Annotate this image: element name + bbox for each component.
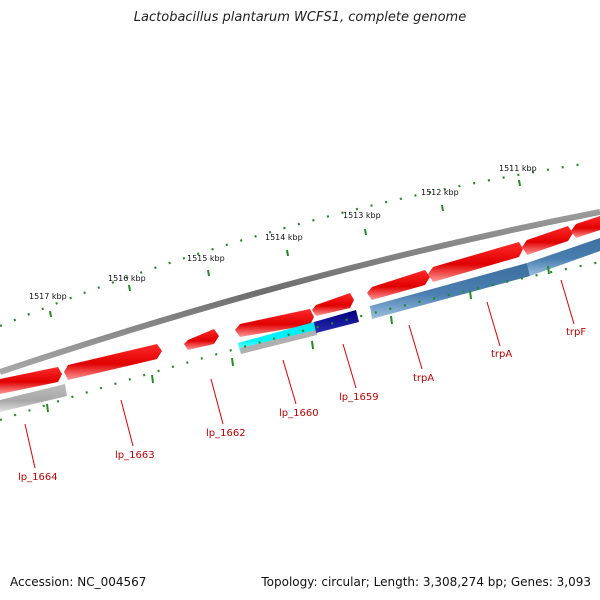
kbp-label: 1515 kbp [187, 254, 225, 263]
major-tick [364, 228, 367, 236]
label-leaders [24, 279, 575, 469]
gene-arrow-lp_1664[interactable] [0, 367, 62, 394]
major-tick [390, 315, 393, 325]
major-tick [46, 403, 49, 413]
gene-arrow-lp_1660[interactable] [235, 309, 314, 337]
kbp-label: 1513 kbp [343, 211, 381, 220]
gene-label-trpA[interactable]: trpA [413, 373, 434, 384]
kbp-labels: 1517 kbp 1516 kbp 1515 kbp 1514 kbp 1513… [29, 164, 537, 301]
major-tick [311, 340, 314, 350]
genome-summary-text: Topology: circular; Length: 3,308,274 bp… [261, 575, 591, 589]
major-tick [518, 179, 521, 187]
leader-line [560, 279, 575, 325]
gene-arrow-trpA[interactable] [367, 270, 430, 300]
leader-line [282, 359, 297, 405]
feature-navy-lp_1659[interactable] [314, 310, 359, 333]
feature-blue-trpA[interactable] [370, 263, 530, 319]
major-tick [469, 290, 472, 300]
reverse-strand-features [0, 238, 600, 412]
gene-label-trpF[interactable]: trpF [566, 327, 586, 338]
leader-line [24, 423, 36, 469]
leader-line [120, 399, 134, 447]
major-tick [49, 310, 52, 318]
leader-line [210, 378, 224, 425]
major-tick [231, 357, 234, 367]
major-tick [128, 284, 131, 292]
accession-text: Accession: NC_004567 [10, 575, 147, 589]
gene-labels: lp_1664 lp_1663 lp_1662 lp_1660 lp_1659 … [18, 327, 586, 483]
major-tick [207, 269, 210, 277]
kbp-label: 1517 kbp [29, 292, 67, 301]
major-tick [547, 265, 550, 275]
kbp-label: 1512 kbp [421, 188, 459, 197]
kbp-label: 1514 kbp [265, 233, 303, 242]
gene-arrow-lp_1662[interactable] [184, 329, 219, 350]
gene-arrow-trpF[interactable] [522, 226, 573, 255]
feature-blue-trpF[interactable] [527, 238, 600, 276]
major-tick [441, 204, 444, 212]
gene-arrow-trpA-2[interactable] [428, 242, 523, 282]
genome-backbone [0, 209, 600, 375]
kbp-label: 1511 kbp [499, 164, 537, 173]
major-tick [151, 374, 154, 384]
forward-strand-genes [0, 216, 600, 394]
gene-label-trpA-2[interactable]: trpA [491, 349, 512, 360]
major-tick [286, 249, 289, 257]
kbp-label: 1516 kbp [108, 274, 146, 283]
feature-grey-lp_1660[interactable] [240, 330, 317, 354]
gene-label-lp_1660[interactable]: lp_1660 [279, 408, 319, 419]
leader-line [408, 324, 423, 370]
gene-label-lp_1659[interactable]: lp_1659 [339, 392, 379, 403]
inner-tick-ruler [0, 260, 600, 422]
leader-line [486, 301, 501, 347]
gene-arrow-lp_1663[interactable] [64, 344, 162, 380]
feature-grey-lp_1664[interactable] [0, 384, 67, 412]
gene-label-lp_1663[interactable]: lp_1663 [115, 450, 155, 461]
gene-label-lp_1664[interactable]: lp_1664 [18, 472, 58, 483]
gene-arrow-lp_1659[interactable] [312, 293, 354, 316]
outer-tick-ruler [0, 161, 591, 328]
gene-arrow-next[interactable] [571, 216, 600, 238]
gene-label-lp_1662[interactable]: lp_1662 [206, 428, 246, 439]
leader-line [342, 343, 357, 389]
map-title: Lactobacillus plantarum WCFS1, complete … [133, 10, 467, 25]
